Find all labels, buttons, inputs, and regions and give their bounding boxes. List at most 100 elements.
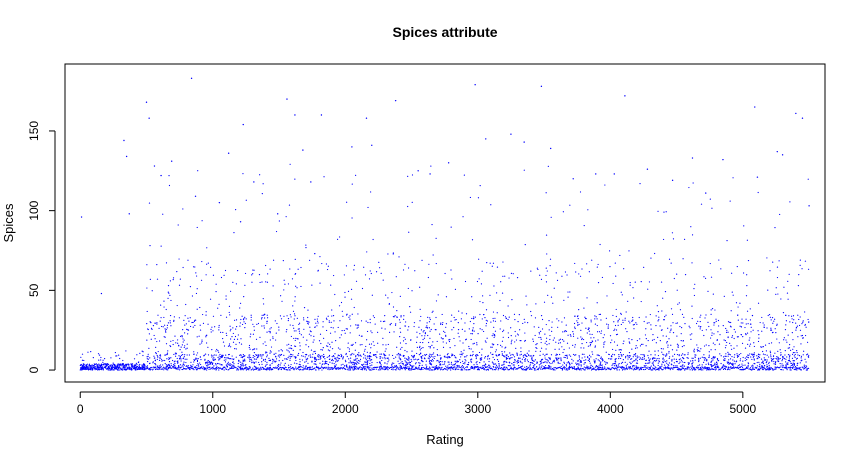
scatter-point [482,365,484,367]
scatter-point [682,357,684,359]
scatter-point [351,183,353,185]
scatter-point [249,336,251,338]
scatter-point [768,362,770,365]
scatter-point [392,252,394,254]
scatter-point [309,330,311,332]
scatter-point [125,369,127,371]
scatter-point [615,333,618,336]
scatter-point [351,313,353,315]
scatter-point [351,217,353,219]
scatter-point [540,336,542,339]
scatter-point [580,361,582,363]
scatter-point [441,338,444,340]
scatter-point [244,326,246,329]
scatter-point [432,352,435,354]
scatter-point [393,316,395,318]
scatter-point [183,364,185,366]
scatter-point [412,356,414,358]
scatter-point [294,368,296,370]
scatter-point [285,331,287,333]
scatter-point [361,343,363,346]
scatter-point [452,354,454,356]
scatter-point [655,342,657,344]
scatter-point [237,334,239,336]
scatter-point [662,348,664,350]
scatter-point [572,331,574,333]
scatter-point [487,366,489,368]
scatter-point [188,320,190,322]
scatter-point [506,367,508,369]
scatter-point [627,358,629,360]
scatter-point [652,361,654,363]
scatter-point [252,361,254,363]
scatter-point [709,337,712,339]
scatter-point [368,358,371,360]
scatter-point [368,368,370,370]
scatter-point [482,295,484,297]
scatter-point [678,354,680,356]
scatter-point [217,363,219,365]
scatter-point [136,354,138,356]
scatter-point [512,364,514,366]
scatter-point [516,277,519,279]
scatter-point [643,358,646,360]
scatter-point [471,333,474,335]
scatter-point [632,364,635,367]
scatter-point [472,351,474,353]
scatter-point [541,318,544,321]
scatter-point [215,367,217,369]
scatter-point [379,369,381,371]
scatter-point [596,354,598,356]
scatter-point [369,322,371,324]
scatter-point [635,345,637,347]
scatter-point [238,359,240,361]
scatter-point [177,342,179,344]
scatter-point [633,328,635,330]
scatter-point [631,361,633,363]
scatter-point [553,287,555,289]
scatter-point [412,365,414,367]
scatter-point [354,359,356,361]
scatter-point [299,345,301,347]
scatter-point [199,343,201,345]
scatter-point [474,368,476,370]
scatter-point [157,356,159,358]
scatter-point [705,192,707,194]
scatter-point [87,351,89,353]
scatter-point [230,346,232,348]
scatter-point [93,363,95,365]
scatter-point [486,320,488,322]
scatter-point [331,356,333,358]
scatter-point [792,339,794,341]
scatter-point [239,322,241,324]
scatter-point [408,361,410,363]
scatter-point [242,360,244,363]
scatter-point [385,354,387,356]
scatter-point [657,336,659,338]
scatter-point [278,354,280,356]
scatter-point [391,362,394,364]
scatter-point [524,339,527,342]
scatter-point [243,317,245,320]
scatter-point [200,279,203,281]
scatter-point [477,367,479,369]
scatter-point [510,366,512,368]
scatter-point [139,363,141,366]
scatter-point [749,319,752,321]
scatter-point [310,356,312,358]
scatter-point [785,339,787,341]
scatter-point [167,364,169,366]
scatter-point [540,315,543,317]
scatter-point [675,358,677,361]
scatter-point [194,324,196,327]
scatter-point [666,342,668,344]
scatter-point [766,354,768,356]
scatter-point [265,264,267,267]
scatter-point [210,354,213,356]
scatter-point [606,368,608,370]
scatter-point [484,317,486,319]
scatter-point [671,360,673,362]
scatter-point [686,357,688,359]
scatter-point [802,320,804,322]
scatter-point [391,291,393,294]
